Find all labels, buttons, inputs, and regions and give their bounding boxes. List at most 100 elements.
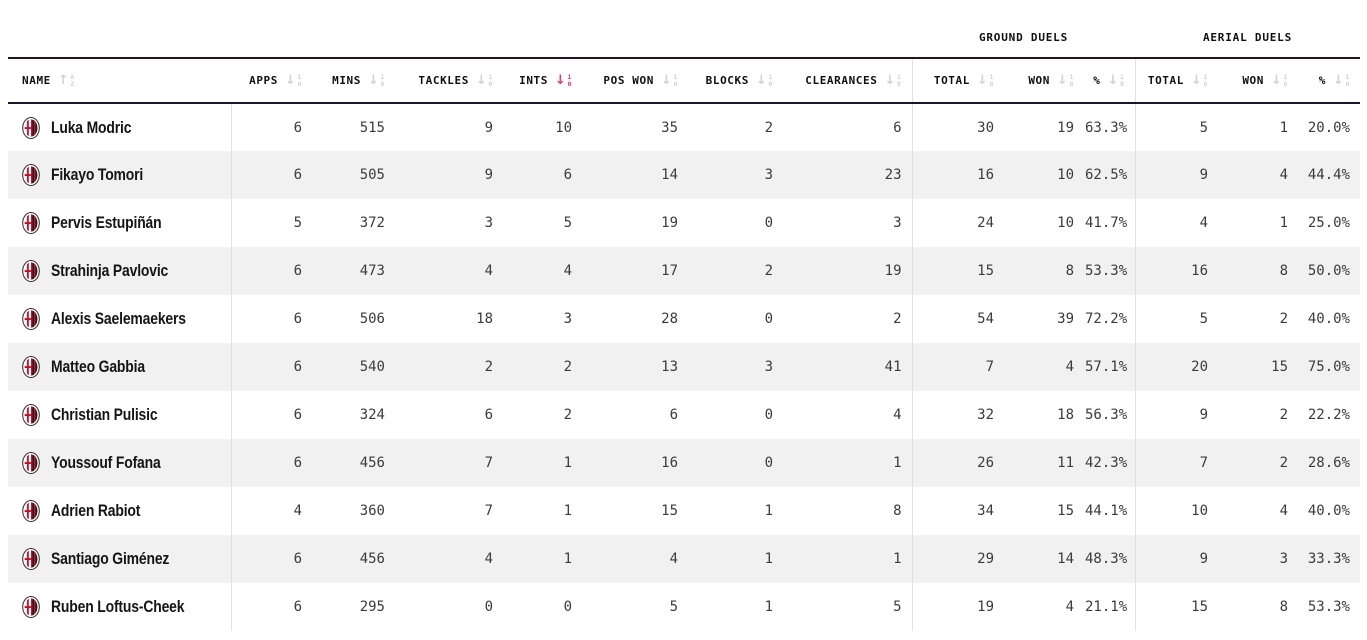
cell-gd_won: 10 (1057, 215, 1074, 231)
cell-tackles: 9 (484, 167, 493, 183)
cell-name: Fikayo Tomori (8, 151, 232, 199)
cell-blocks: 3 (764, 359, 773, 375)
cell-ad_won: 2 (1279, 407, 1288, 423)
cell-ints: 6 (563, 167, 572, 183)
cell-gd_pct: 21.1% (1085, 599, 1128, 615)
cell-pos_won: 4 (669, 551, 678, 567)
cell-mins: 505 (359, 167, 385, 183)
cell-blocks: 1 (764, 551, 773, 567)
cell-apps: 6 (293, 455, 302, 471)
cell-ad_won: 4 (1279, 167, 1288, 183)
cell-name: Strahinja Pavlovic (8, 247, 232, 295)
column-label: TACKLES (418, 74, 469, 88)
table-row[interactable]: Alexis Saelemaekers 6 506 18 3 28 0 2 54 39 72.2%… (8, 295, 1360, 343)
player-name: Santiago Giménez (51, 549, 170, 568)
cell-ints: 4 (563, 263, 572, 279)
ac-milan-crest-icon (22, 356, 40, 378)
table-row[interactable]: Santiago Giménez 6 456 4 1 4 1 1 29 14 48.3% 9 3 33.… (8, 535, 1360, 583)
cell-gd_won: 10 (1057, 167, 1074, 183)
cell-ints: 2 (563, 359, 572, 375)
cell-gd_total: 26 (911, 439, 1004, 487)
cell-pos_won: 13 (661, 359, 678, 375)
cell-tackles: 7 (484, 503, 493, 519)
cell-apps: 6 (293, 167, 302, 183)
cell-ad_total: 15 (1134, 583, 1218, 631)
cell-ad_total: 5 (1134, 103, 1218, 151)
column-label: CLEARANCES (805, 74, 878, 88)
table-row[interactable]: Adrien Rabiot 4 360 7 1 15 1 8 34 15 44.1% 10 4 40.0… (8, 487, 1360, 535)
cell-apps: 4 (293, 503, 302, 519)
cell-ad_pct: 33.3% (1307, 551, 1350, 567)
player-name: Youssouf Fofana (51, 453, 161, 472)
cell-mins: 360 (359, 503, 385, 519)
cell-gd_total: 15 (911, 247, 1004, 295)
table-row[interactable]: Fikayo Tomori 6 505 9 6 14 3 23 16 10 62.5% 9 4 44.4… (8, 151, 1360, 199)
table-row[interactable]: Youssouf Fofana 6 456 7 1 16 0 1 26 11 42.3% 7 2 28.… (8, 439, 1360, 487)
cell-clearances: 2 (893, 311, 902, 327)
group-label-ground-duels: GROUND DUELS (978, 31, 1069, 44)
cell-pos_won: 14 (661, 167, 678, 183)
cell-name: Ruben Loftus-Cheek (8, 583, 232, 631)
cell-tackles: 2 (484, 359, 493, 375)
ac-milan-crest-icon (22, 260, 40, 282)
cell-pos_won: 35 (661, 119, 678, 136)
cell-ad_pct: 53.3% (1307, 599, 1350, 615)
cell-ad_total: 4 (1134, 199, 1218, 247)
cell-pos_won: 17 (661, 263, 678, 279)
cell-gd_pct: 63.3% (1085, 119, 1128, 136)
cell-mins: 372 (359, 215, 385, 231)
cell-mins: 324 (359, 407, 385, 423)
cell-ad_pct: 28.6% (1307, 455, 1350, 471)
column-label: % (1093, 74, 1101, 88)
cell-ints: 1 (563, 455, 572, 471)
cell-ad_total: 9 (1134, 151, 1218, 199)
cell-blocks: 2 (764, 119, 773, 136)
cell-ad_pct: 25.0% (1307, 215, 1350, 231)
cell-name: Youssouf Fofana (8, 439, 232, 487)
table-row[interactable]: Ruben Loftus-Cheek 6 295 0 0 5 1 5 19 4 21.1% 15 8 5… (8, 583, 1360, 631)
cell-ad_total: 5 (1134, 295, 1218, 343)
cell-gd_won: 39 (1057, 311, 1074, 327)
cell-gd_won: 15 (1057, 503, 1074, 519)
cell-ad_won: 4 (1279, 503, 1288, 519)
cell-pos_won: 5 (669, 599, 678, 615)
cell-name: Adrien Rabiot (8, 487, 232, 535)
cell-apps: 5 (293, 215, 302, 231)
table-row[interactable]: Strahinja Pavlovic 6 473 4 4 17 2 19 15 8 53.3% 16… (8, 247, 1360, 295)
player-name: Strahinja Pavlovic (51, 261, 169, 280)
column-label: APPS (249, 74, 278, 88)
table-row[interactable]: Pervis Estupiñán 5 372 3 5 19 0 3 24 10 41.7% 4 1 25… (8, 199, 1360, 247)
cell-blocks: 3 (764, 167, 773, 183)
table-row[interactable]: Christian Pulisic 6 324 6 2 6 0 4 32 18 56.3% 9 2 22… (8, 391, 1360, 439)
cell-ints: 1 (563, 503, 572, 519)
table-row[interactable]: Luka Modric 6 515 9 10 35 2 6 30 19 63.3% 5 1 20.0% (8, 103, 1360, 151)
cell-apps: 6 (293, 551, 302, 567)
player-name: Alexis Saelemaekers (51, 309, 186, 328)
column-label: TOTAL (933, 74, 970, 88)
ac-milan-crest-icon (22, 117, 40, 139)
cell-ints: 5 (563, 215, 572, 231)
table-row[interactable]: Matteo Gabbia 6 540 2 2 13 3 41 7 4 57.1% 20 15 75.0… (8, 343, 1360, 391)
cell-ad_pct: 75.0% (1307, 359, 1350, 375)
cell-gd_total: 24 (911, 199, 1004, 247)
cell-gd_total: 19 (911, 583, 1004, 631)
cell-name: Matteo Gabbia (8, 343, 232, 391)
cell-blocks: 1 (764, 599, 773, 615)
cell-tackles: 3 (484, 215, 493, 231)
cell-tackles: 7 (484, 455, 493, 471)
